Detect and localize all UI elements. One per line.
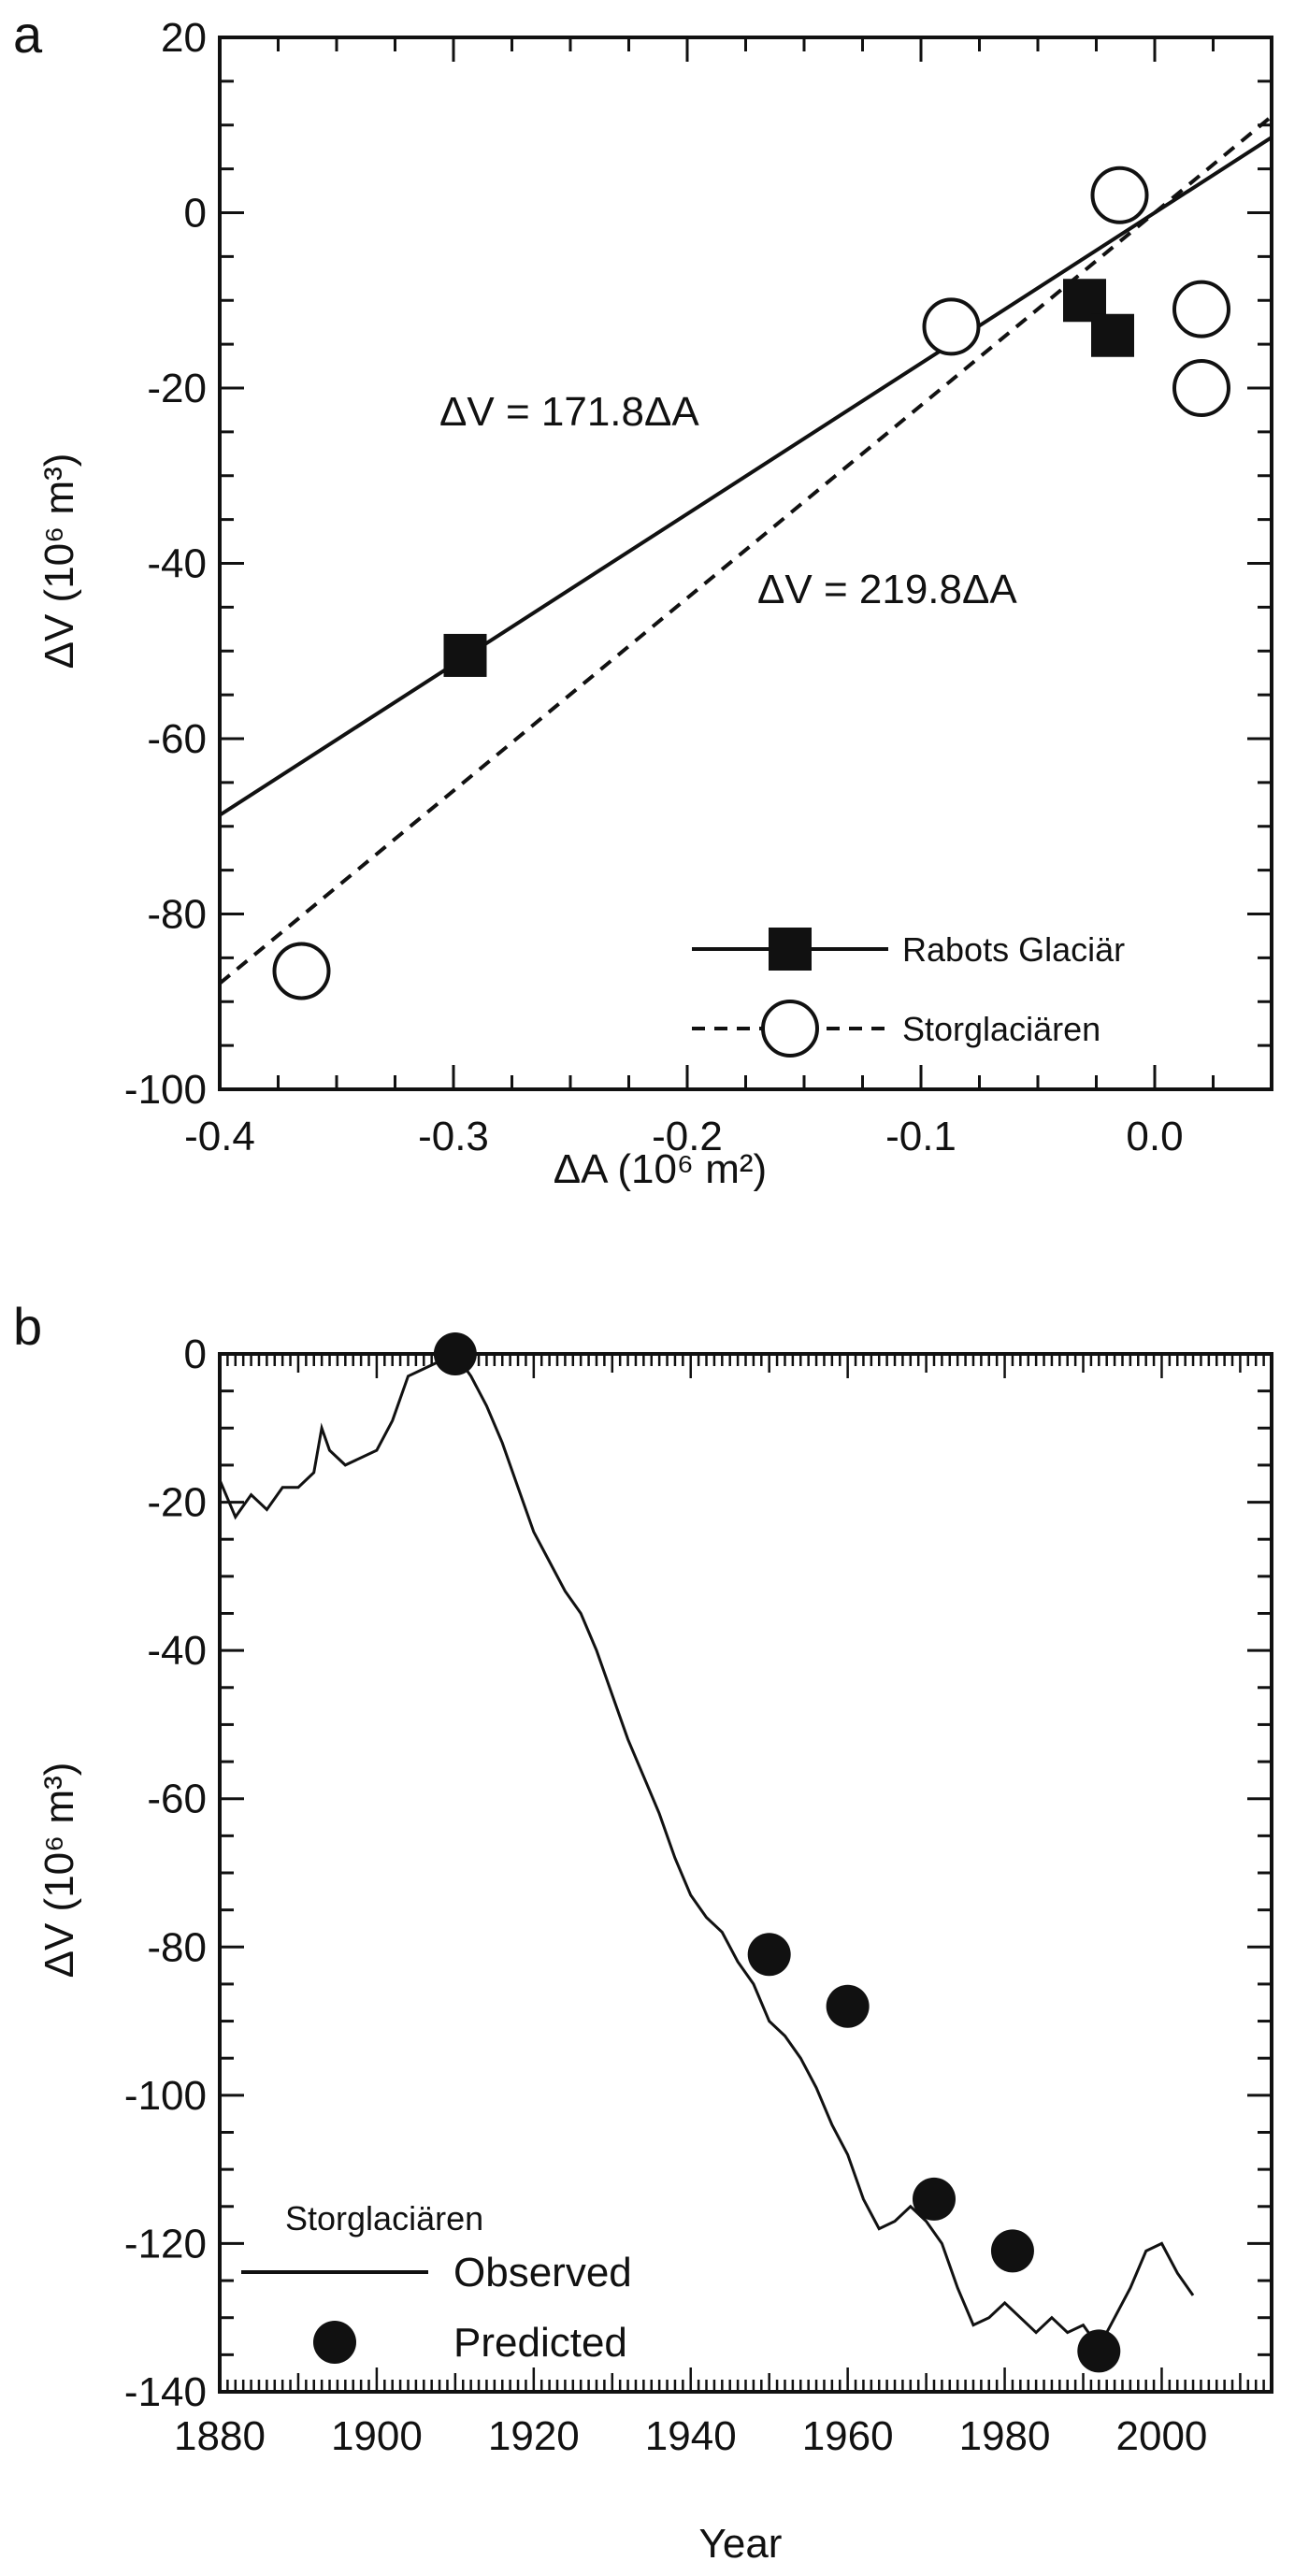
x-tick-label: 1900 xyxy=(331,2413,423,2459)
storglaciaren-point xyxy=(272,942,331,1000)
y-tick-label: 0 xyxy=(184,191,207,237)
y-tick-label: -80 xyxy=(147,1924,207,1970)
y-tick-label: -120 xyxy=(124,2221,207,2267)
rabots-point xyxy=(443,633,487,677)
panel-b-legend: Storglaciären Observed Predicted xyxy=(241,2199,632,2366)
panel-a-label: a xyxy=(13,5,43,64)
y-tick-label: 0 xyxy=(184,1331,207,1377)
panel-b-x-axis-label: Year xyxy=(699,2521,783,2567)
y-tick-label: -60 xyxy=(147,1777,207,1822)
panel-b: b 1880 1900 1920 1940 1960 1980 2000 0 -20 -40 -60… xyxy=(13,1297,1273,2567)
panel-a: a -0.4 -0.3 -0.2 -0.1 0.0 20 0 -20 -40 -60 -80 -100… xyxy=(13,5,1273,1192)
predicted-point xyxy=(747,1933,791,1977)
rabots-fit-line xyxy=(218,136,1273,817)
panel-a-points xyxy=(272,165,1230,1000)
panel-b-tick-labels: 1880 1900 1920 1940 1960 1980 2000 0 -20 -40 -60 -8… xyxy=(124,1331,1207,2459)
y-tick-label: -20 xyxy=(147,1480,207,1526)
panel-a-fit-lines xyxy=(218,114,1273,986)
panel-a-tick-labels: -0.4 -0.3 -0.2 -0.1 0.0 20 0 -20 -40 -60 -80 -100 xyxy=(124,15,1184,1159)
panel-b-ticks xyxy=(218,1352,1273,2394)
legend-predicted-marker xyxy=(313,2321,356,2364)
y-tick-label: -100 xyxy=(124,2073,207,2119)
legend-rabots-marker xyxy=(769,928,812,971)
predicted-points xyxy=(433,1332,1121,2373)
x-tick-label: 0.0 xyxy=(1126,1114,1183,1159)
y-tick-label: -40 xyxy=(147,541,207,587)
legend-storglaciaren-label: Storglaciären xyxy=(902,1010,1100,1048)
legend-storglaciaren-marker xyxy=(761,1000,819,1058)
x-tick-label: 1880 xyxy=(174,2413,266,2459)
panel-b-y-axis-label: ΔV (10⁶ m³) xyxy=(36,1763,82,1979)
storglaciaren-point xyxy=(1172,280,1230,338)
legend-observed-label: Observed xyxy=(453,2250,632,2295)
x-tick-label: 2000 xyxy=(1116,2413,1208,2459)
x-tick-label: -0.1 xyxy=(885,1114,957,1159)
storglaciaren-point xyxy=(1172,359,1230,417)
panel-a-ticks xyxy=(218,36,1273,1091)
rabots-point xyxy=(1091,313,1134,357)
panel-a-y-axis-label: ΔV (10⁶ m³) xyxy=(36,453,82,669)
storglaciaren-point xyxy=(922,297,981,356)
rabots-equation: ΔV = 171.8ΔA xyxy=(439,389,699,435)
predicted-point xyxy=(433,1332,477,1375)
x-tick-label: -0.2 xyxy=(652,1114,723,1159)
x-tick-label: 1980 xyxy=(959,2413,1051,2459)
predicted-point xyxy=(826,1984,870,2028)
y-tick-label: 20 xyxy=(161,15,207,61)
observed-line xyxy=(218,1352,1195,2351)
storglaciaren-equation: ΔV = 219.8ΔA xyxy=(757,567,1017,612)
x-tick-label: 1920 xyxy=(488,2413,580,2459)
y-tick-label: -20 xyxy=(147,366,207,411)
legend-rabots-label: Rabots Glaciär xyxy=(902,930,1125,969)
storglaciaren-fit-line xyxy=(218,114,1273,986)
x-tick-label: -0.4 xyxy=(184,1114,255,1159)
legend-predicted-label: Predicted xyxy=(453,2320,627,2366)
predicted-point xyxy=(990,2229,1034,2273)
legend-b-title: Storglaciären xyxy=(285,2199,483,2238)
y-tick-label: -60 xyxy=(147,716,207,762)
x-tick-label: 1960 xyxy=(802,2413,894,2459)
y-tick-label: -140 xyxy=(124,2369,207,2415)
x-tick-label: -0.3 xyxy=(418,1114,489,1159)
predicted-point xyxy=(912,2177,956,2221)
y-tick-label: -80 xyxy=(147,892,207,938)
panel-a-x-axis-label: ΔA (10⁶ m²) xyxy=(554,1146,767,1192)
panel-a-legend: Rabots Glaciär Storglaciären xyxy=(692,928,1125,1058)
y-tick-label: -100 xyxy=(124,1067,207,1113)
predicted-point xyxy=(1077,2329,1121,2373)
x-tick-label: 1940 xyxy=(645,2413,737,2459)
panel-b-label: b xyxy=(13,1297,42,1356)
y-tick-label: -40 xyxy=(147,1628,207,1674)
storglaciaren-point xyxy=(1090,165,1149,224)
